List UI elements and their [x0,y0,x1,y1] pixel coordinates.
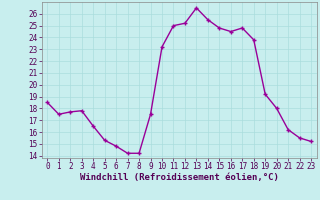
X-axis label: Windchill (Refroidissement éolien,°C): Windchill (Refroidissement éolien,°C) [80,173,279,182]
